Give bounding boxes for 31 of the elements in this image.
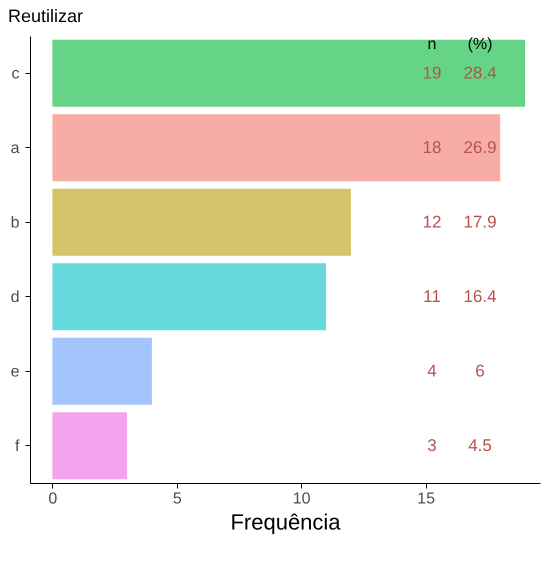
chart-title: Reutilizar <box>8 6 84 26</box>
data-label: 11 <box>423 286 441 306</box>
y-tick-label: b <box>10 214 20 232</box>
annotation: 17.9 <box>463 212 497 232</box>
annotation: 26.9 <box>463 138 497 157</box>
x-tick-label: 0 <box>48 490 58 508</box>
bar <box>52 412 128 480</box>
data-label: 18 <box>422 138 442 157</box>
data-label: 4 <box>427 361 437 380</box>
x-tick-label: 10 <box>292 490 311 508</box>
annotation: 28.4 <box>463 63 497 82</box>
y-tick-label: d <box>10 288 20 306</box>
data-label: 12 <box>422 212 442 232</box>
x-axis-title: Frequência <box>230 510 342 534</box>
data-label: 3 <box>427 436 437 455</box>
x-tick-label: 5 <box>172 490 182 508</box>
y-tick-label: a <box>10 140 20 157</box>
annotation: (%) <box>468 36 492 53</box>
annotation: n <box>428 36 436 53</box>
bar <box>52 114 500 182</box>
x-tick-label: 15 <box>417 490 436 508</box>
bar <box>52 188 351 256</box>
y-tick-label: c <box>12 65 20 82</box>
y-tick-label: e <box>10 363 20 380</box>
bar <box>52 338 152 405</box>
bar <box>52 263 326 330</box>
data-label: 19 <box>422 63 442 82</box>
annotation: 4.5 <box>468 436 492 455</box>
annotation: 16.4 <box>463 286 497 306</box>
annotation: 6 <box>475 361 485 380</box>
y-tick-label: f <box>15 438 20 455</box>
